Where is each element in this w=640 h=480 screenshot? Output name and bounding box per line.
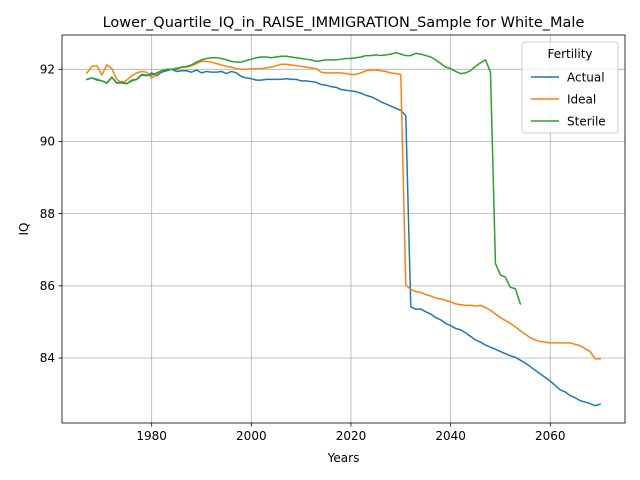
y-tick-label: 90 [40, 135, 55, 149]
y-tick-label: 88 [40, 207, 55, 221]
legend: Fertility Actual Ideal Sterile [522, 42, 618, 133]
x-tick-label: 2000 [236, 429, 267, 443]
legend-label-sterile: Sterile [567, 115, 606, 129]
x-tick-label: 2060 [535, 429, 566, 443]
y-tick-label: 92 [40, 62, 55, 76]
y-axis-label: IQ [17, 223, 31, 236]
y-tick-label: 86 [40, 279, 55, 293]
x-tick-label: 1980 [136, 429, 167, 443]
legend-title: Fertility [547, 47, 592, 61]
x-tick-label: 2040 [435, 429, 466, 443]
legend-label-ideal: Ideal [567, 93, 596, 107]
legend-label-actual: Actual [567, 71, 605, 85]
x-axis-label: Years [327, 451, 360, 465]
x-tick-label: 2020 [336, 429, 367, 443]
y-tick-label: 84 [40, 351, 55, 365]
chart-title: Lower_Quartile_IQ_in_RAISE_IMMIGRATION_S… [103, 15, 585, 31]
